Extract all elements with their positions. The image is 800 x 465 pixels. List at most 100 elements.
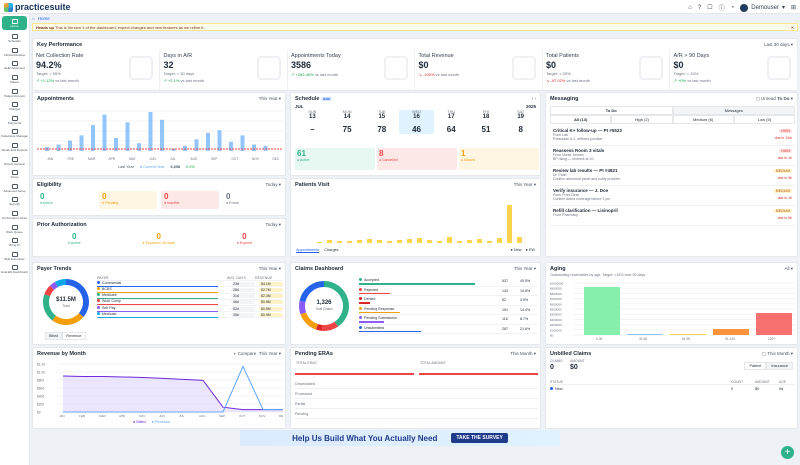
prior-auth-stat[interactable]: 0 ● Expired <box>236 232 253 245</box>
sidebar-item-patient-account[interactable]: Patient Account <box>0 86 29 100</box>
sidebar-item-charges[interactable]: Charges <box>0 100 29 114</box>
stat-box[interactable]: 1 ● Missed <box>459 148 539 170</box>
message-item[interactable]: Refill clarification — Lisinopril From Ph… <box>550 206 795 226</box>
kpi-card[interactable]: Net Collection Rate 94.2% Target: > 95% ↗ +… <box>33 50 160 90</box>
day-column[interactable]: SAT 19 8 <box>517 110 525 134</box>
sidebar-item-security[interactable]: Security <box>0 195 29 209</box>
day-column[interactable]: THU 17 64 <box>446 110 456 134</box>
range-select[interactable]: Last 30 days ▾ <box>763 42 793 47</box>
kpi-card[interactable]: Days in A/R 32 Target: < 30 days ↗ +2.1% vs… <box>161 50 288 90</box>
eligibility-stat[interactable]: 0 ● Inactive <box>161 191 219 209</box>
add-fab-button[interactable]: + <box>781 446 794 459</box>
sidebar-item-payments[interactable]: Payments <box>0 114 29 128</box>
day-column[interactable]: TUE 15 78 <box>377 110 387 134</box>
filter-tab[interactable]: Medium (6) <box>672 115 734 124</box>
era-row[interactable]: Processed <box>295 389 538 399</box>
sidebar-item-eval-ed-dashboard[interactable]: Eval ED Dashboard <box>0 263 29 277</box>
table-row[interactable]: New 0 $0 0d <box>550 387 795 391</box>
table-row[interactable]: BCBS 28d $2.7M <box>97 286 283 294</box>
sidebar-item-bring-ai[interactable]: Bring AI <box>0 236 29 250</box>
table-row[interactable]: Accepted 537 40.5% <box>359 277 538 287</box>
compare-controls[interactable]: ◐ Compare This Year ▾ <box>233 351 281 356</box>
sidebar-item-patient[interactable]: Patient <box>0 73 29 87</box>
tab-revenue[interactable]: Revenue <box>62 332 86 340</box>
tab-charges[interactable]: Charges <box>324 248 339 252</box>
sidebar-item-collections-manager[interactable]: Collections Manager <box>0 127 29 141</box>
table-row[interactable]: Pending Response 191 14.4% <box>359 306 538 315</box>
table-row[interactable]: Pending Submission 116 8.7% <box>359 315 538 325</box>
brand-logo[interactable]: practicesuite <box>4 2 71 12</box>
range-select[interactable]: Today ▾ <box>265 222 281 227</box>
kpi-card[interactable]: Total Revenue $0 ↘ -100% vs last month <box>416 50 543 90</box>
range-select[interactable]: This Month ▾ <box>510 351 536 356</box>
message-item[interactable]: Reassess Room 3 vitals From Nurse Jensen B… <box>550 146 795 166</box>
tab-billed[interactable]: Billed <box>45 332 63 340</box>
chat-icon[interactable]: ☐ <box>707 5 713 11</box>
help-icon[interactable]: ? <box>697 4 702 11</box>
range-select[interactable]: Today ▾ <box>265 182 281 187</box>
table-row[interactable]: Rejected 143 10.8% <box>359 287 538 296</box>
table-row[interactable]: Medicaid 35d $0.9M <box>97 311 283 319</box>
tab-to-do[interactable]: To Do <box>550 106 673 115</box>
prior-auth-stat[interactable]: 0 ● Active <box>67 232 81 245</box>
sidebar-item-clinical-desktop[interactable]: Clinical Desktop <box>0 46 29 60</box>
sidebar-item-report-general[interactable]: Report General <box>0 154 29 168</box>
sidebar-item-schedule[interactable]: Schedule <box>0 32 29 46</box>
range-select[interactable]: This Year ▾ <box>513 182 536 187</box>
tab-insurance[interactable]: Insurance <box>766 362 793 370</box>
sidebar-item-bulk-encounter[interactable]: Bulk Encounter <box>0 250 29 264</box>
range-select[interactable]: ▢ This Month ▾ <box>761 351 793 356</box>
table-row[interactable]: Medicare 31d $2.3M <box>97 293 283 300</box>
day-column[interactable]: FRI 18 51 <box>481 110 491 134</box>
add-badge[interactable]: Add <box>320 97 332 101</box>
sidebar-item-month-end-reports[interactable]: Month End Reports <box>0 141 29 155</box>
close-icon[interactable]: ✕ <box>790 25 794 30</box>
week-nav[interactable]: ‹ › <box>531 96 536 101</box>
info-icon[interactable]: ⓘ <box>718 6 725 12</box>
apps-icon[interactable]: ⊞ <box>790 5 796 11</box>
day-column[interactable]: SUN 13– <box>308 110 317 134</box>
kpi-card[interactable]: Total Patients $0 Target: < 25% ↘ -97.02% v… <box>543 50 670 90</box>
unread-toggle[interactable]: ◻ Unread To Do ▾ <box>756 96 793 101</box>
sidebar-item-advanced-setup[interactable]: Advanced Setup <box>0 182 29 196</box>
table-row[interactable]: Unsubmitted 287 21.6% <box>359 325 538 334</box>
era-row[interactable]: Downloaded <box>295 379 538 389</box>
range-select[interactable]: This Year ▾ <box>258 96 281 101</box>
sidebar-item-ehr-advanced[interactable]: EHR Advanced <box>0 59 29 73</box>
table-row[interactable]: Self Pay 52d $0.5M <box>97 305 283 313</box>
user-menu[interactable]: Demouser ▾ <box>740 3 785 12</box>
eligibility-stat[interactable]: 0 ● Pending <box>99 191 157 209</box>
filter-tab[interactable]: All (13) <box>550 115 612 124</box>
era-row[interactable]: Partial <box>295 399 538 409</box>
take-survey-button[interactable]: TAKE THE SURVEY <box>451 433 508 443</box>
stat-box[interactable]: 8 ● Cancelled <box>377 148 457 170</box>
sidebar-item-work-queue[interactable]: Work Queue <box>0 222 29 236</box>
tab-messages[interactable]: Messages <box>672 106 795 115</box>
home-icon[interactable]: ⌂ <box>32 16 35 21</box>
kpi-card[interactable]: A/R > 90 Days $0 Target: < 15% ↗ +0% vs las… <box>671 50 798 90</box>
sidebar-item-home[interactable]: Home <box>2 16 27 30</box>
day-column[interactable]: WED 16 46 <box>399 110 434 134</box>
message-item[interactable]: Verify insurance — J. Doe From Front Desk… <box>550 186 795 206</box>
sidebar-item-performance-desk[interactable]: Performance Desk <box>0 209 29 223</box>
filter-tab[interactable]: Low (5) <box>733 115 795 124</box>
eligibility-stat[interactable]: 0 ● Errors <box>223 191 281 209</box>
notification-icon[interactable]: ◔ <box>730 4 735 11</box>
message-item[interactable]: Critical K+ follow-up — Pt #5523 From Lab… <box>550 126 795 146</box>
prior-auth-stat[interactable]: 0 ● Expires in 15 days <box>142 232 175 245</box>
tab-appointments[interactable]: Appointments <box>296 248 320 253</box>
filter-tab[interactable]: High (2) <box>611 115 673 124</box>
table-row[interactable]: Denied 52 3.9% <box>359 296 538 306</box>
sidebar-item-setup[interactable]: Setup <box>0 168 29 182</box>
eligibility-stat[interactable]: 0 ● Active <box>37 191 95 209</box>
kpi-card[interactable]: Appointments Today 3586 ↗ +283.45% vs last… <box>288 50 415 90</box>
day-column[interactable]: MON 14 75 <box>342 110 352 134</box>
stat-box[interactable]: 61 ● Active <box>295 148 375 170</box>
table-row[interactable]: Commercial 23d $4.1M <box>97 280 283 288</box>
message-item[interactable]: Review lab results — Pt #4821 Dr. Patel Co… <box>550 166 795 186</box>
range-select[interactable]: This Year ▾ <box>258 266 281 271</box>
breadcrumb-home[interactable]: Home <box>37 16 50 21</box>
survey-banner[interactable]: Help Us Build What You Actually Need TAK… <box>240 430 560 446</box>
table-row[interactable]: Work Comp 46d $0.8M <box>97 299 283 306</box>
range-select[interactable]: All ▾ <box>784 266 793 271</box>
